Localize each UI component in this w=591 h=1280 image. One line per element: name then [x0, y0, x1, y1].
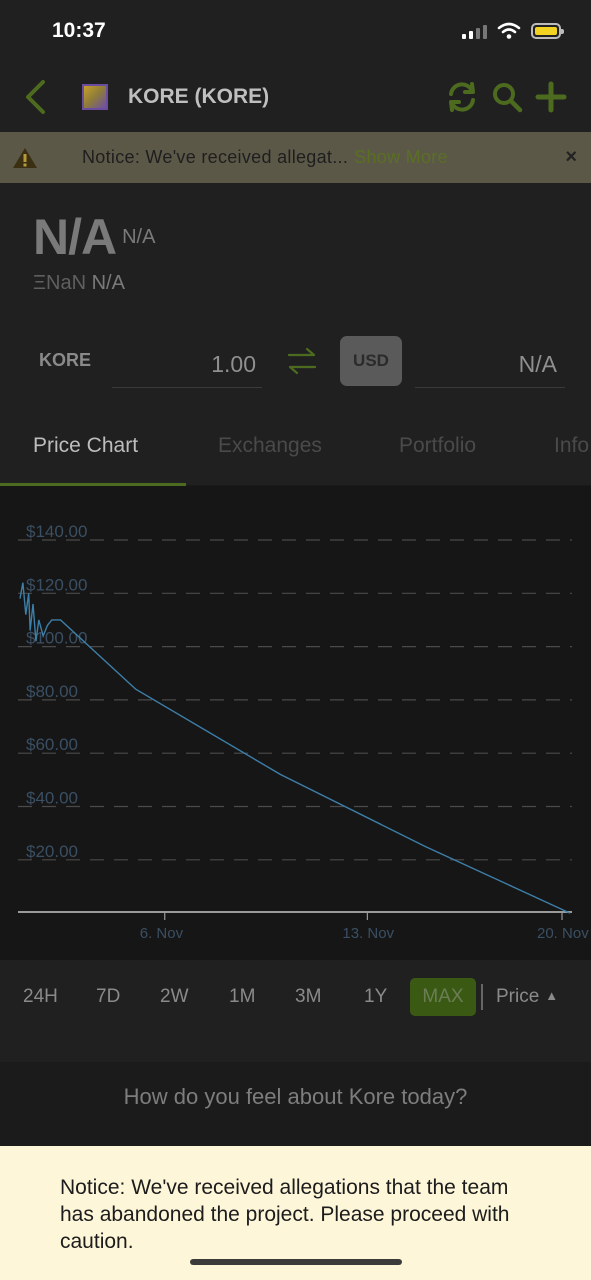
notice-message: Notice: We've received allegat...	[82, 147, 349, 167]
y-tick-label: $60.00	[26, 735, 78, 754]
eth-symbol: ΞNaN	[33, 272, 87, 294]
sentiment-prompt: How do you feel about Kore today?	[123, 1084, 468, 1109]
signal-icon	[462, 23, 487, 39]
price-change: N/A	[122, 226, 156, 248]
converted-value: N/A	[415, 338, 565, 388]
status-bar: 10:37	[0, 0, 591, 62]
y-tick-label: $40.00	[26, 789, 78, 808]
nav-actions	[445, 80, 567, 114]
range-3m[interactable]: 3M	[295, 986, 322, 1007]
page-title: KORE (KORE)	[128, 85, 270, 108]
converter-symbol: KORE	[39, 350, 92, 370]
range-separator	[481, 984, 483, 1010]
price-block: N/A N/A ΞNaN N/A	[33, 208, 155, 295]
show-more-link[interactable]: Show More	[354, 147, 448, 167]
price-value: N/A	[33, 209, 117, 265]
x-tick-label: 6. Nov	[140, 925, 184, 942]
x-tick-label: 13. Nov	[342, 925, 394, 942]
notice-toast: Notice: We've received allegations that …	[0, 1146, 591, 1280]
tab-price-chart[interactable]: Price Chart	[33, 434, 139, 457]
wifi-icon	[497, 22, 521, 39]
chart-svg: $140.00 $120.00 $100.00 $80.00 $60.00 $40.00 $…	[18, 522, 589, 942]
currency-select[interactable]: USD	[340, 336, 402, 386]
status-icons	[462, 22, 564, 40]
y-tick-label: $80.00	[26, 682, 78, 701]
eth-value: N/A	[91, 272, 125, 294]
range-1m[interactable]: 1M	[229, 986, 256, 1007]
tab-portfolio[interactable]: Portfolio	[399, 434, 477, 457]
notice-text: Notice: We've received allegat... Show Mo…	[82, 147, 565, 168]
time-range-bar: 24H 7D 2W 1M 3M 1Y MAX Price ▲	[0, 978, 591, 1018]
swap-icon[interactable]	[286, 346, 318, 376]
toast-text: Notice: We've received allegations that …	[60, 1176, 510, 1253]
range-max[interactable]: MAX	[410, 978, 476, 1016]
search-icon[interactable]	[491, 81, 523, 113]
back-icon[interactable]	[24, 77, 54, 117]
warning-icon	[13, 147, 37, 168]
sentiment-section[interactable]: How do you feel about Kore today?	[0, 1062, 591, 1146]
price-toggle-label: Price	[496, 986, 540, 1007]
y-tick-label: $20.00	[26, 842, 78, 861]
y-tick-label: $100.00	[26, 629, 87, 648]
currency-converter: KORE 1.00 USD N/A	[0, 336, 591, 388]
tab-exchanges[interactable]: Exchanges	[218, 434, 322, 457]
series-line	[19, 582, 571, 914]
range-7d[interactable]: 7D	[96, 986, 121, 1007]
amount-input[interactable]: 1.00	[112, 338, 262, 388]
price-eth: ΞNaN N/A	[33, 272, 155, 295]
add-icon[interactable]	[535, 81, 567, 113]
range-1y[interactable]: 1Y	[364, 986, 388, 1007]
battery-icon	[531, 23, 564, 39]
x-tick-label: 20. Nov	[537, 925, 589, 942]
caret-up-icon: ▲	[545, 988, 559, 1003]
price-main: N/A N/A	[33, 208, 155, 266]
tab-info[interactable]: Info	[554, 434, 590, 457]
price-toggle[interactable]: Price ▲	[496, 986, 558, 1008]
y-tick-label: $140.00	[26, 522, 87, 541]
refresh-icon[interactable]	[445, 80, 479, 114]
nav-bar: KORE (KORE)	[0, 62, 591, 132]
home-indicator[interactable]	[190, 1259, 402, 1265]
close-icon[interactable]: ×	[565, 146, 577, 168]
tab-underline	[0, 483, 186, 486]
tab-bar: Price Chart Exchanges Portfolio Info	[0, 408, 591, 486]
price-chart[interactable]: $140.00 $120.00 $100.00 $80.00 $60.00 $40.00 $…	[0, 486, 591, 960]
notice-banner[interactable]: Notice: We've received allegat... Show Mo…	[0, 132, 591, 183]
range-24h[interactable]: 24H	[23, 986, 58, 1007]
coin-logo	[82, 84, 108, 110]
range-2w[interactable]: 2W	[160, 986, 189, 1007]
status-time: 10:37	[52, 19, 106, 42]
y-tick-label: $120.00	[26, 575, 87, 594]
